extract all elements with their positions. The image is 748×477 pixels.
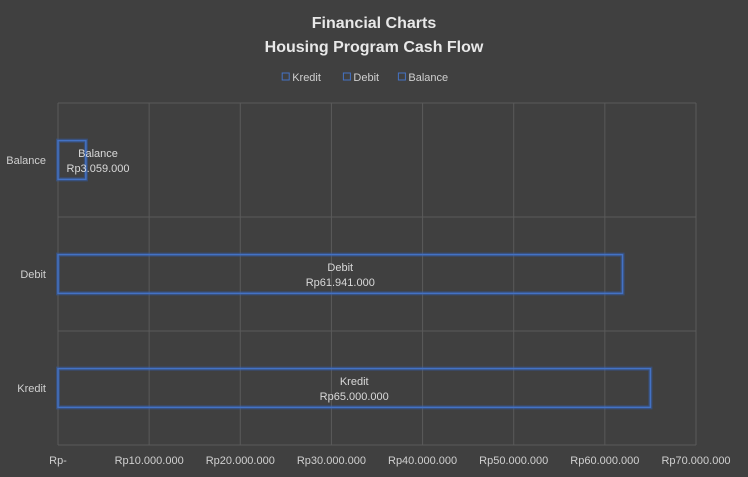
chart-subtitle: Housing Program Cash Flow: [265, 39, 484, 56]
data-label-name: Debit: [327, 262, 353, 274]
legend-swatch-icon: [397, 72, 406, 81]
data-label-name: Kredit: [340, 376, 369, 388]
category-label-kredit: Kredit: [17, 383, 46, 395]
category-label-debit: Debit: [20, 269, 46, 281]
gridlines: [57, 102, 697, 446]
data-label-value: Rp65.000.000: [320, 391, 389, 403]
data-label-name: Balance: [78, 148, 118, 160]
y-axis-categories: Kredit Debit Balance: [6, 155, 46, 395]
legend-entry-debit[interactable]: Debit: [353, 72, 379, 84]
x-tick-label: Rp70.000.000: [661, 455, 730, 467]
bars: Kredit Rp65.000.000 Debit Rp61.941.000 Balan…: [56, 138, 653, 410]
chart-title: Financial Charts: [312, 15, 437, 32]
x-tick-label: Rp10.000.000: [115, 455, 184, 467]
legend-swatch-icon: [281, 72, 290, 81]
legend: Kredit Debit Balance: [281, 72, 448, 84]
x-tick-label: Rp40.000.000: [388, 455, 457, 467]
bar-balance[interactable]: [57, 139, 87, 181]
legend-swatch-icon: [342, 72, 351, 81]
bar-kredit[interactable]: [57, 367, 652, 409]
category-label-balance: Balance: [6, 155, 46, 167]
legend-entry-kredit[interactable]: Kredit: [292, 72, 321, 84]
x-tick-label: Rp60.000.000: [570, 455, 639, 467]
x-tick-label: Rp50.000.000: [479, 455, 548, 467]
bar-debit[interactable]: [57, 253, 624, 295]
x-axis-ticks: Rp- Rp10.000.000 Rp20.000.000 Rp30.000.000 R…: [49, 455, 730, 467]
x-tick-label: Rp30.000.000: [297, 455, 366, 467]
x-tick-label: Rp20.000.000: [206, 455, 275, 467]
data-label-value: Rp3.059.000: [67, 163, 130, 175]
data-label-value: Rp61.941.000: [306, 277, 375, 289]
x-tick-label: Rp-: [49, 455, 67, 467]
legend-entry-balance[interactable]: Balance: [408, 72, 448, 84]
